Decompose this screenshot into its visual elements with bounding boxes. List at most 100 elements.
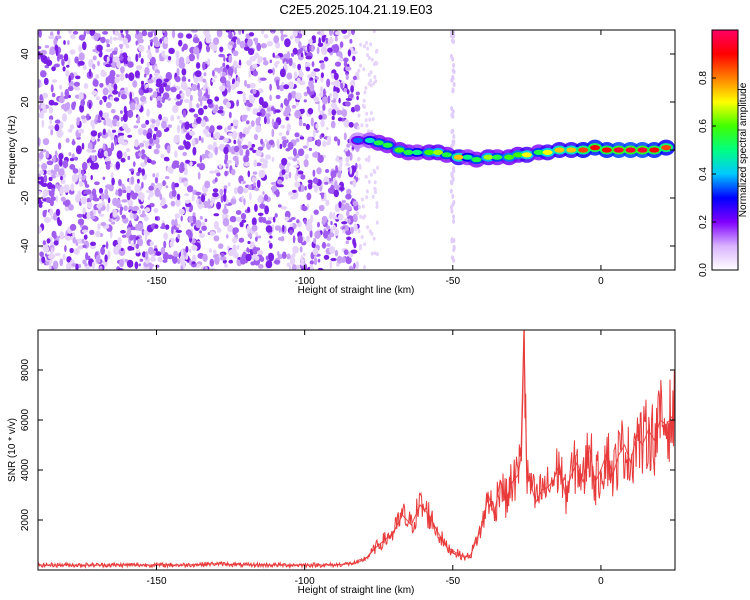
noise-speck bbox=[112, 36, 118, 41]
noise-speck bbox=[367, 158, 371, 163]
noise-speck bbox=[122, 123, 128, 130]
noise-speck bbox=[145, 119, 150, 125]
noise-speck bbox=[242, 92, 246, 101]
noise-speck bbox=[151, 119, 156, 124]
noise-speck bbox=[129, 102, 136, 111]
signal-point bbox=[601, 147, 612, 153]
noise-speck bbox=[363, 44, 366, 49]
noise-speck bbox=[145, 83, 149, 88]
noise-speck bbox=[311, 44, 314, 53]
noise-speck bbox=[93, 197, 100, 202]
snr-x-axis-label: Height of straight line (km) bbox=[298, 585, 415, 596]
noise-speck bbox=[59, 84, 63, 90]
noise-speck bbox=[105, 184, 112, 190]
noise-speck bbox=[71, 173, 78, 183]
noise-speck bbox=[114, 137, 117, 146]
noise-speck bbox=[267, 216, 274, 221]
noise-speck bbox=[51, 247, 54, 256]
noise-speck bbox=[203, 105, 208, 110]
noise-speck bbox=[38, 226, 42, 234]
colorbar-ticks: 0.0 0.2 0.4 0.6 0.8 bbox=[698, 71, 716, 277]
noise-speck bbox=[83, 83, 89, 89]
noise-speck bbox=[265, 260, 273, 269]
noise-speck bbox=[313, 237, 317, 244]
noise-speck bbox=[318, 37, 322, 45]
noise-speck bbox=[272, 121, 279, 130]
noise-speck bbox=[164, 175, 170, 180]
noise-speck bbox=[138, 45, 145, 52]
noise-speck bbox=[265, 255, 269, 261]
noise-speck bbox=[171, 226, 174, 235]
noise-speck bbox=[75, 194, 81, 203]
noise-speck bbox=[292, 30, 298, 37]
noise-speck bbox=[366, 225, 370, 230]
noise-speck bbox=[89, 162, 97, 170]
noise-speck bbox=[105, 39, 110, 44]
noise-speck bbox=[80, 115, 86, 120]
noise-speck bbox=[69, 164, 76, 170]
noise-speck bbox=[292, 235, 296, 244]
noise-speck bbox=[78, 167, 82, 175]
noise-speck bbox=[316, 139, 322, 147]
noise-speck bbox=[149, 241, 155, 246]
noise-speck bbox=[106, 43, 110, 48]
noise-speck bbox=[236, 90, 243, 95]
noise-speck bbox=[363, 90, 367, 95]
noise-speck bbox=[44, 217, 51, 223]
noise-speck bbox=[295, 101, 299, 107]
noise-speck bbox=[38, 30, 42, 38]
noise-speck bbox=[181, 76, 187, 83]
signal-point bbox=[403, 149, 414, 155]
noise-speck bbox=[219, 188, 224, 196]
noise-speck bbox=[154, 224, 159, 229]
noise-speck bbox=[48, 263, 52, 270]
colorbar-tick-label: 0.8 bbox=[698, 71, 709, 85]
noise-speck bbox=[133, 125, 139, 129]
noise-speck bbox=[110, 142, 115, 152]
noise-speck bbox=[239, 255, 247, 265]
noise-speck bbox=[50, 84, 54, 93]
noise-speck bbox=[255, 124, 262, 133]
noise-speck bbox=[352, 200, 359, 207]
noise-speck bbox=[347, 49, 352, 57]
noise-speck bbox=[292, 157, 298, 162]
noise-speck bbox=[120, 94, 127, 100]
noise-speck bbox=[194, 70, 202, 78]
noise-speck bbox=[149, 137, 154, 145]
noise-speck bbox=[146, 62, 150, 68]
noise-speck bbox=[253, 182, 256, 187]
noise-speck bbox=[219, 46, 224, 52]
noise-speck bbox=[362, 67, 366, 72]
noise-speck bbox=[299, 47, 303, 52]
noise-speck bbox=[300, 262, 305, 266]
noise-speck bbox=[294, 132, 300, 138]
noise-speck bbox=[97, 133, 101, 139]
noise-speck bbox=[305, 123, 310, 130]
noise-speck bbox=[137, 167, 142, 174]
noise-speck bbox=[250, 120, 255, 127]
noise-speck bbox=[258, 56, 263, 63]
noise-speck bbox=[214, 255, 220, 265]
noise-speck bbox=[120, 230, 126, 234]
noise-speck bbox=[176, 68, 180, 77]
noise-speck bbox=[247, 206, 251, 213]
noise-speck bbox=[254, 203, 258, 212]
noise-speck bbox=[179, 90, 182, 95]
noise-speck bbox=[100, 222, 107, 227]
stripe-speck bbox=[451, 88, 455, 94]
noise-speck bbox=[92, 123, 95, 130]
noise-speck bbox=[119, 73, 125, 82]
noise-speck bbox=[70, 34, 76, 40]
noise-speck bbox=[317, 154, 324, 163]
noise-speck bbox=[319, 92, 324, 98]
noise-speck bbox=[121, 199, 128, 203]
noise-speck bbox=[357, 113, 361, 118]
noise-speck bbox=[246, 102, 253, 108]
noise-speck bbox=[270, 30, 275, 33]
noise-speck bbox=[241, 144, 249, 150]
noise-speck bbox=[178, 165, 184, 174]
noise-speck bbox=[326, 135, 332, 144]
noise-speck bbox=[191, 261, 196, 265]
noise-speck bbox=[373, 187, 377, 192]
spectrogram-x-tick-label: -100 bbox=[295, 276, 315, 287]
